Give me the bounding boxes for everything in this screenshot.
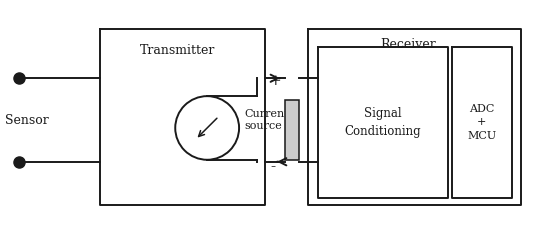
Circle shape xyxy=(175,96,239,160)
Text: +: + xyxy=(270,74,281,88)
Text: Sensor: Sensor xyxy=(5,114,48,126)
Text: ADC
+
MCU: ADC + MCU xyxy=(467,104,497,141)
Text: Signal
Conditioning: Signal Conditioning xyxy=(344,107,421,138)
Text: Receiver: Receiver xyxy=(380,38,436,51)
FancyBboxPatch shape xyxy=(285,100,299,160)
Text: -: - xyxy=(270,160,275,174)
Text: Current
source: Current source xyxy=(244,109,289,131)
Text: Transmitter: Transmitter xyxy=(140,44,215,57)
